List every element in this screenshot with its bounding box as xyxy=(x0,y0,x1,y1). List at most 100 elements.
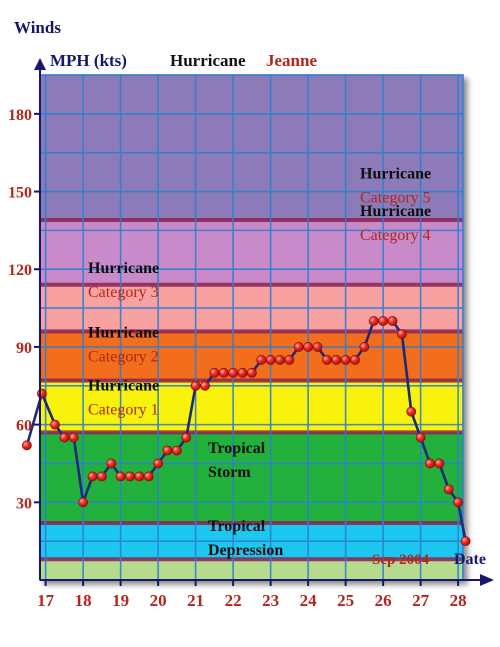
data-point xyxy=(406,406,417,417)
category-labels: Tropical Depression Tropical Storm Hurricane… xyxy=(88,166,431,559)
data-point xyxy=(115,471,126,482)
data-point xyxy=(171,445,182,456)
x-tick-label: 18 xyxy=(75,591,92,610)
data-point xyxy=(387,316,398,326)
data-point xyxy=(106,458,117,469)
data-point xyxy=(237,367,248,378)
x-tick-label: 21 xyxy=(187,591,204,610)
data-point xyxy=(78,497,89,508)
y-axis-title: Winds xyxy=(14,18,61,37)
band-0 xyxy=(40,559,463,580)
data-point xyxy=(434,458,445,469)
band-boundary-4 xyxy=(40,329,463,334)
data-point xyxy=(460,536,471,547)
data-point xyxy=(312,342,323,352)
data-point xyxy=(50,419,60,430)
data-point xyxy=(153,458,164,469)
title-hurricane: Hurricane xyxy=(170,51,246,70)
y-tick-label: 150 xyxy=(8,185,32,202)
x-axis-title: Date xyxy=(454,551,486,568)
data-point xyxy=(350,354,360,365)
y-tick-label: 60 xyxy=(16,418,32,435)
y-tick-label: 180 xyxy=(8,107,32,124)
data-point xyxy=(443,484,454,495)
data-point xyxy=(87,471,98,482)
data-point xyxy=(218,367,229,378)
x-tick-label: 22 xyxy=(225,591,242,610)
data-point xyxy=(453,497,464,508)
data-point xyxy=(68,432,79,443)
x-tick-label: 25 xyxy=(337,591,354,610)
data-point xyxy=(425,458,435,469)
x-tick-label: 19 xyxy=(112,591,129,610)
data-point xyxy=(200,380,210,391)
data-point xyxy=(209,367,220,378)
band-boundary-0 xyxy=(40,557,463,562)
band-label-category: Category 2 xyxy=(88,348,159,365)
band-boundary-1 xyxy=(40,521,463,526)
x-tick-label: 17 xyxy=(37,591,55,610)
data-point xyxy=(321,354,332,365)
band-label-category: Category 4 xyxy=(360,227,431,244)
x-tick-label: 28 xyxy=(450,591,467,610)
x-axis-ticks: 17 18 19 20 21 22 23 24 25 26 27 28 xyxy=(37,579,484,610)
band-label-title: Hurricane xyxy=(88,324,159,341)
band-7 xyxy=(40,75,463,221)
band-2 xyxy=(40,432,463,524)
data-point xyxy=(275,354,285,365)
band-boundary-5 xyxy=(40,282,463,287)
data-point xyxy=(368,316,379,326)
y-axis-ticks: 30 60 90 120 150 180 xyxy=(8,107,40,512)
data-point xyxy=(228,367,239,378)
band-label-category: Storm xyxy=(208,464,251,481)
data-point xyxy=(162,445,173,456)
plot-frame: Tropical Depression Tropical Storm Hurricane… xyxy=(39,74,464,581)
band-label-category: Category 5 xyxy=(360,190,431,207)
x-axis-arrow xyxy=(480,574,494,586)
band-label-title: Hurricane xyxy=(360,166,431,183)
x-tick-label: 23 xyxy=(262,591,279,610)
band-label-title: Tropical xyxy=(208,518,266,535)
data-point xyxy=(143,471,154,482)
y-axis-arrow xyxy=(34,58,46,70)
band-3 xyxy=(40,380,463,433)
data-point xyxy=(303,342,314,352)
band-label-category: Category 3 xyxy=(88,284,159,301)
band-label-category: Depression xyxy=(208,542,283,559)
data-point xyxy=(293,342,304,352)
x-tick-label: 27 xyxy=(412,591,430,610)
band-label-title: Hurricane xyxy=(360,203,431,220)
band-boundary-3 xyxy=(40,378,463,383)
band-label-title: Hurricane xyxy=(88,378,159,395)
unit-label: MPH (kts) xyxy=(50,51,127,70)
data-point xyxy=(378,316,389,326)
data-point xyxy=(134,471,145,482)
x-tick-label: 20 xyxy=(150,591,167,610)
x-tick-label: 24 xyxy=(300,591,318,610)
data-point xyxy=(340,354,351,365)
data-point xyxy=(21,440,32,451)
y-tick-label: 30 xyxy=(16,495,32,512)
data-point xyxy=(36,388,47,399)
month-label: Sep 2004 xyxy=(372,552,430,568)
data-point xyxy=(415,432,426,443)
band-label-category: Category 1 xyxy=(88,402,159,419)
data-point xyxy=(181,432,192,443)
title-storm-name: Jeanne xyxy=(266,51,317,70)
data-point xyxy=(331,354,342,365)
band-label-title: Hurricane xyxy=(88,260,159,277)
band-boundary-6 xyxy=(40,218,463,223)
band-boundary-2 xyxy=(40,430,463,435)
data-point xyxy=(246,367,257,378)
data-point xyxy=(59,432,70,443)
data-point xyxy=(396,329,407,339)
y-tick-label: 90 xyxy=(16,340,32,357)
data-point xyxy=(256,354,267,365)
data-point xyxy=(284,354,295,365)
x-tick-label: 26 xyxy=(375,591,392,610)
data-point xyxy=(125,471,135,482)
data-point xyxy=(96,471,107,482)
y-tick-label: 120 xyxy=(8,262,32,279)
data-point xyxy=(359,342,370,352)
